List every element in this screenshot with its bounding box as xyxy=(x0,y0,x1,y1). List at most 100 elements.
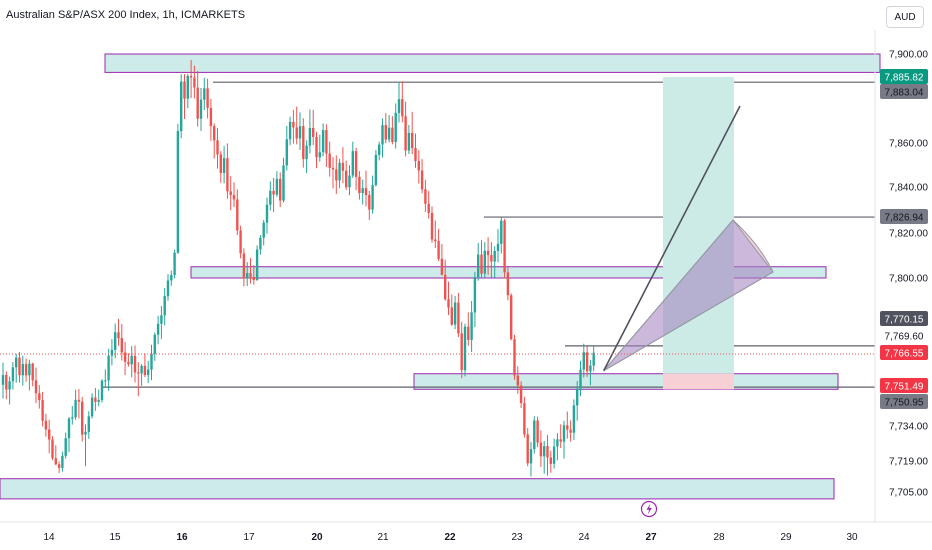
fan-inner[interactable] xyxy=(603,219,774,372)
candle xyxy=(341,147,345,184)
target-area[interactable] xyxy=(663,77,734,374)
candle xyxy=(312,109,315,145)
candle xyxy=(543,440,546,474)
candle xyxy=(397,81,401,123)
candle xyxy=(51,436,54,461)
candle xyxy=(559,424,562,448)
candle xyxy=(338,158,341,189)
candle xyxy=(77,389,81,419)
candle xyxy=(539,430,543,467)
candle xyxy=(127,353,130,367)
candle xyxy=(100,379,104,403)
candle xyxy=(153,332,156,361)
price-tag-bid: 7,751.49 xyxy=(880,378,928,393)
stop-area[interactable] xyxy=(663,373,734,390)
candle xyxy=(229,176,232,211)
lightning-icon[interactable] xyxy=(640,500,658,518)
x-tick-label: 28 xyxy=(713,532,725,543)
candle xyxy=(81,396,84,442)
candle xyxy=(503,218,506,279)
price-axis: 7,900.00 7,860.00 7,840.00 7,820.00 7,800.00… xyxy=(889,50,928,499)
candle xyxy=(24,358,28,382)
currency-selector[interactable]: AUD xyxy=(886,6,924,28)
candle xyxy=(411,111,414,154)
candle xyxy=(473,271,477,328)
candle xyxy=(90,393,94,419)
candle xyxy=(536,416,539,447)
candle xyxy=(387,115,391,143)
candle xyxy=(110,339,114,366)
candle xyxy=(394,103,397,149)
candle xyxy=(97,389,100,407)
price-tag-ask: 7,885.82 xyxy=(880,69,928,84)
candle xyxy=(404,101,407,157)
candle xyxy=(262,219,265,246)
candle xyxy=(285,125,288,171)
x-tick-label: 22 xyxy=(444,532,456,543)
zone-4[interactable] xyxy=(0,478,835,500)
candle xyxy=(391,116,394,145)
candle xyxy=(533,416,536,454)
price-tag-level: 7,826.94 xyxy=(880,209,928,224)
price-tag-dark: 7,770.15 xyxy=(880,311,928,326)
candle xyxy=(401,81,404,123)
candle xyxy=(374,150,378,187)
candle xyxy=(315,131,318,169)
trend-line[interactable] xyxy=(602,105,741,372)
candle xyxy=(74,389,77,420)
candle xyxy=(407,125,411,154)
candle xyxy=(94,387,97,411)
candle xyxy=(354,147,358,191)
candle xyxy=(519,381,523,409)
candle xyxy=(114,323,117,359)
candle xyxy=(232,182,236,208)
candle xyxy=(166,274,170,301)
y-tick-label: 7,840.00 xyxy=(889,183,928,194)
candle xyxy=(180,74,183,139)
candle xyxy=(213,123,216,159)
price-tag-last: 7,766.55 xyxy=(880,345,928,360)
candle xyxy=(269,181,272,211)
candle xyxy=(64,432,67,459)
candle xyxy=(11,362,15,390)
candle xyxy=(305,140,308,174)
candle xyxy=(196,71,199,127)
candle xyxy=(378,141,381,161)
candle xyxy=(589,359,592,386)
candle xyxy=(120,324,123,361)
candle xyxy=(552,438,556,469)
candle xyxy=(460,321,463,379)
candle xyxy=(193,65,196,99)
candle xyxy=(345,160,348,190)
candle xyxy=(21,355,24,386)
candle xyxy=(239,225,242,259)
y-tick-label: 7,734.00 xyxy=(889,422,928,433)
candle xyxy=(506,267,510,301)
price-tag-label: 7,750.95 xyxy=(885,398,924,409)
candle xyxy=(163,288,166,326)
candle xyxy=(483,242,486,278)
candle xyxy=(328,141,331,177)
y-tick-label: 7,719.00 xyxy=(889,457,928,468)
price-tag-level: 7,883.04 xyxy=(880,84,928,99)
candle xyxy=(156,315,160,345)
candle xyxy=(414,133,417,168)
candle xyxy=(463,323,467,377)
candle xyxy=(572,399,576,440)
candle xyxy=(31,362,34,387)
x-tick-label: 30 xyxy=(846,532,858,543)
candle xyxy=(38,385,41,409)
zone-1[interactable] xyxy=(104,53,881,73)
candle xyxy=(5,371,8,400)
candle xyxy=(457,292,460,337)
candle xyxy=(447,281,450,316)
candle xyxy=(434,220,437,249)
candle xyxy=(117,318,120,346)
candle xyxy=(44,413,48,437)
candle xyxy=(364,170,368,207)
long-position-tool xyxy=(663,77,734,390)
candle xyxy=(147,360,150,384)
candle xyxy=(279,172,282,208)
price-tag-label: 7,751.49 xyxy=(885,382,924,393)
